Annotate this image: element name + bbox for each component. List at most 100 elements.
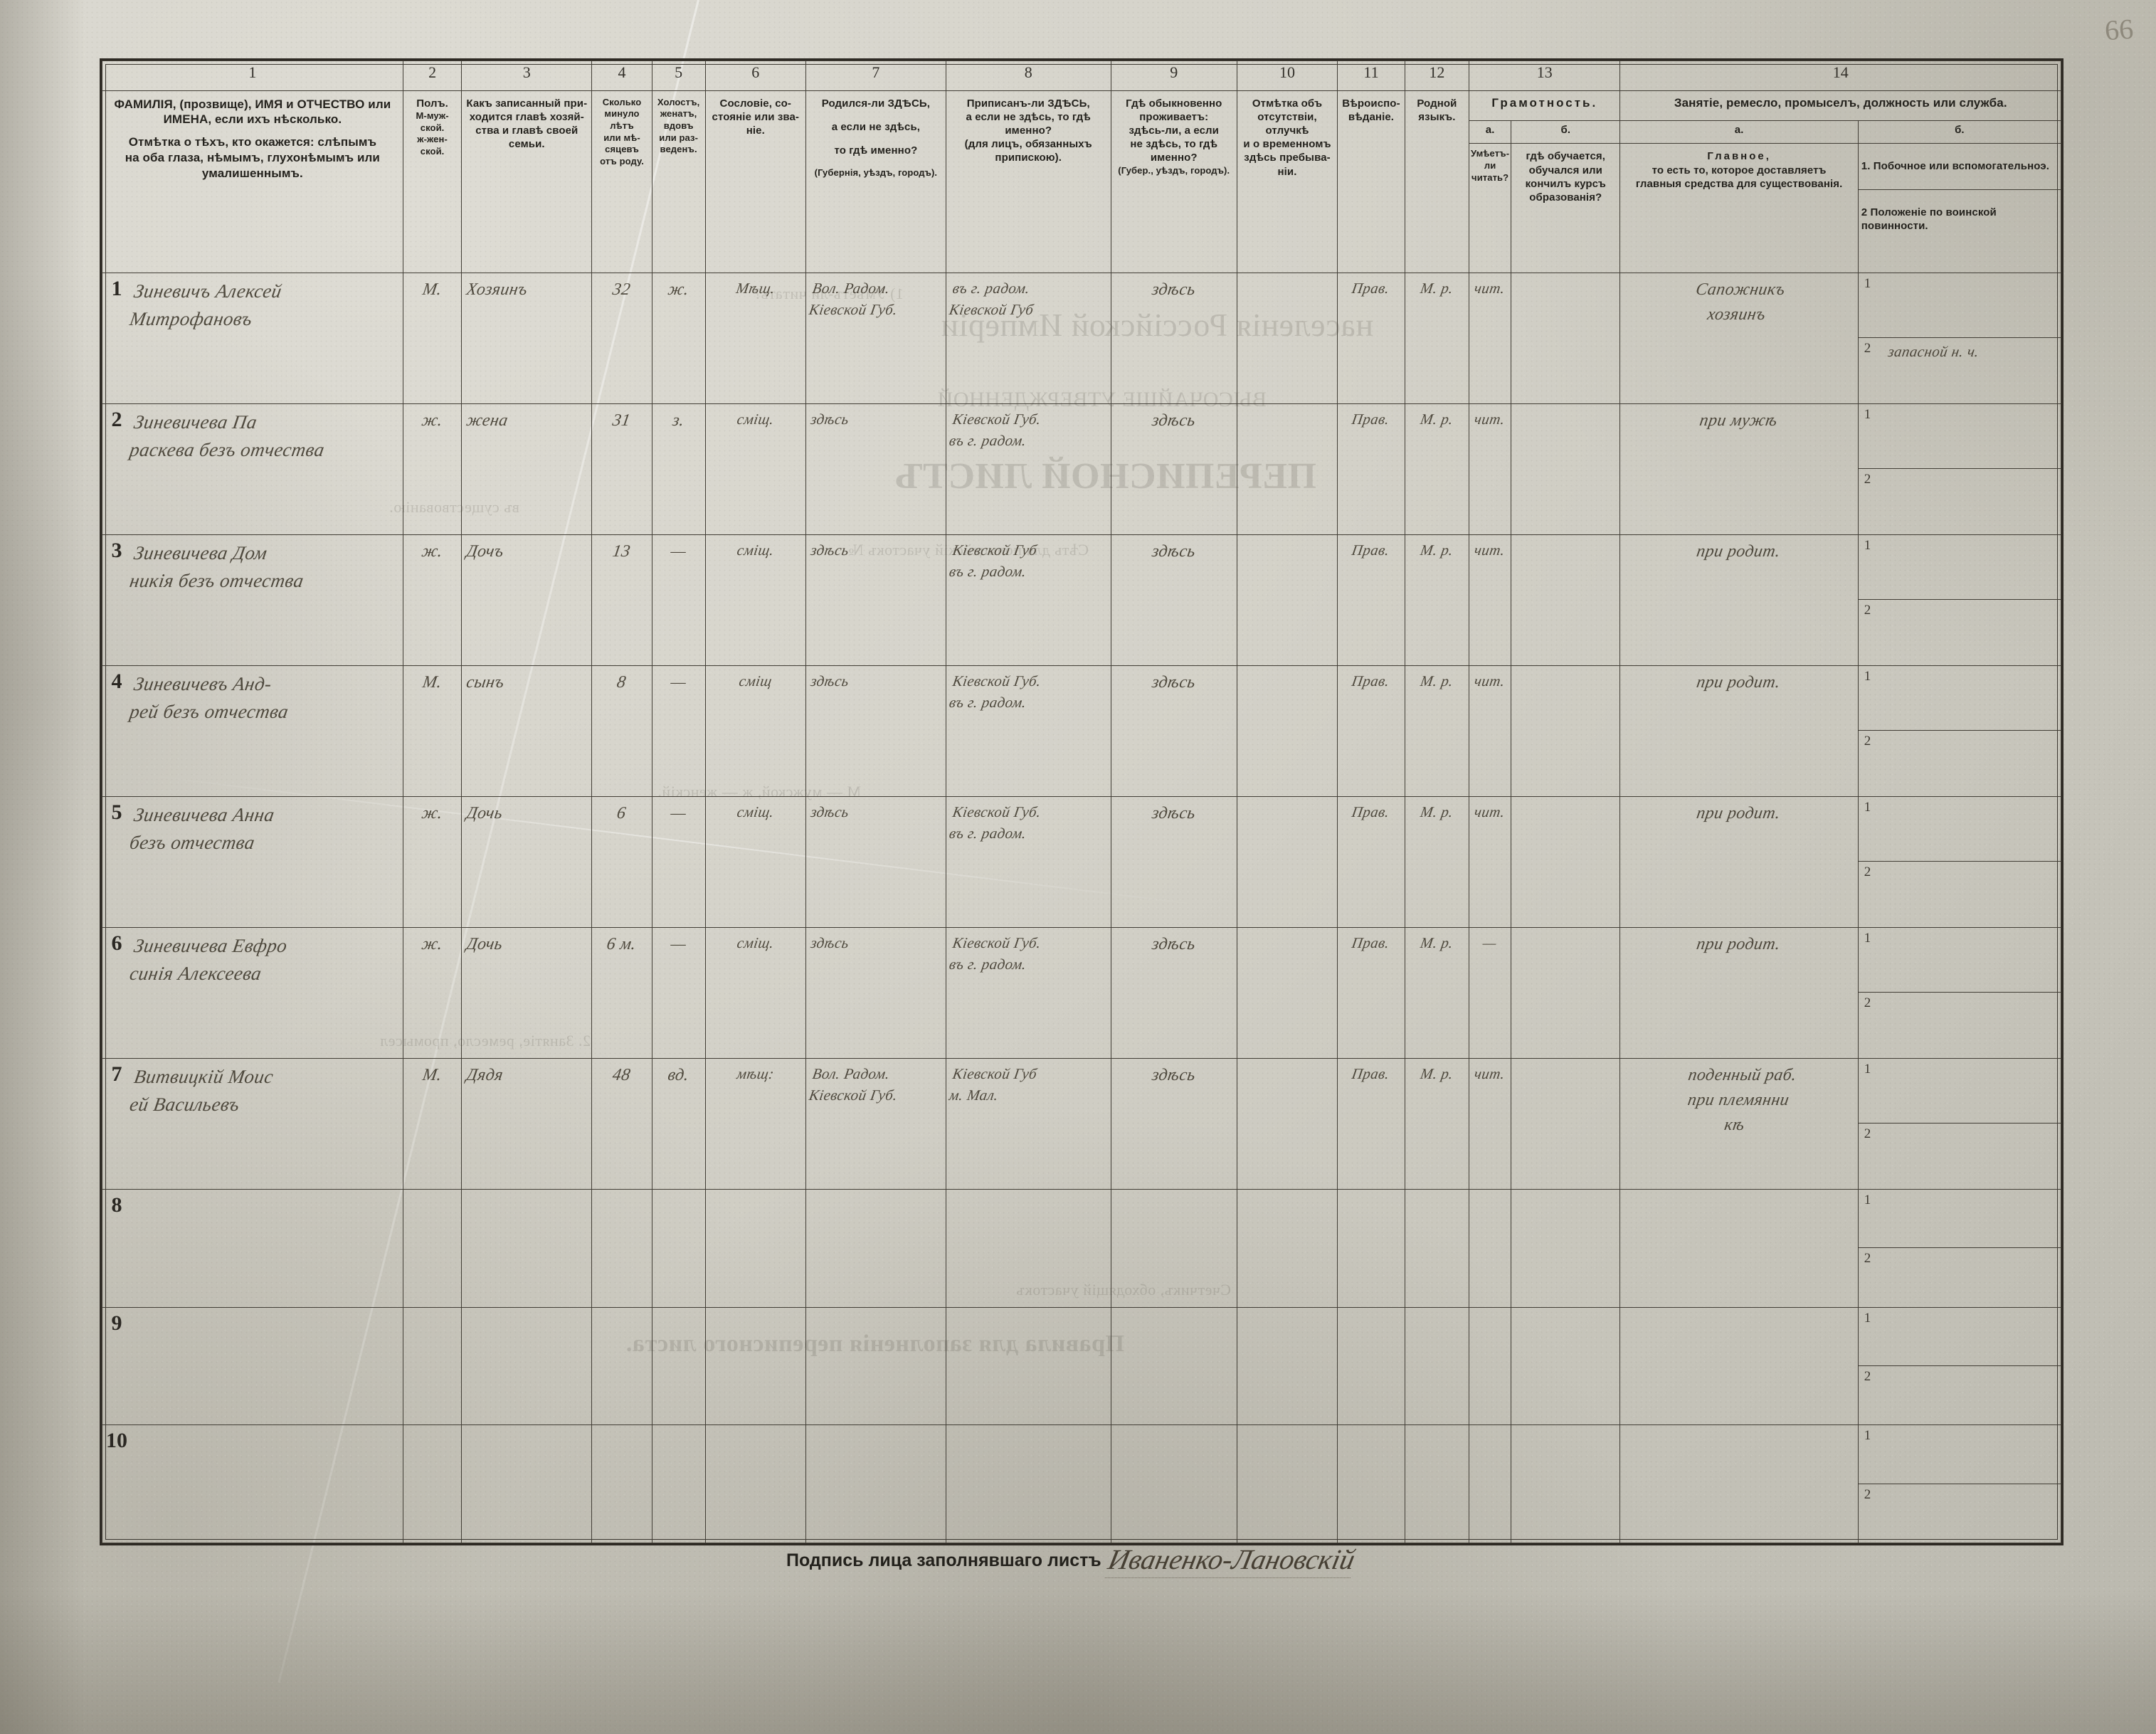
cell-occupation-main[interactable]: при мужѣ [1619, 403, 1859, 535]
cell-name[interactable]: 3 Зиневичева Дом никія безъ отчества [102, 534, 403, 666]
cell-language[interactable]: М. р. [1404, 534, 1470, 666]
cell-name[interactable]: 1 Зиневичъ Алексей Митрофановъ [102, 272, 403, 404]
cell-estate[interactable] [704, 1306, 807, 1426]
cell-estate[interactable]: сміщ. [704, 403, 807, 535]
cell-language[interactable]: М. р. [1404, 665, 1470, 797]
cell-absence[interactable] [1236, 1424, 1338, 1543]
cell-estate[interactable] [704, 1189, 807, 1308]
cell-residence[interactable]: здѣсь [1110, 534, 1237, 666]
cell-residence[interactable]: здѣсь [1110, 926, 1237, 1059]
cell-religion[interactable] [1337, 1189, 1405, 1308]
cell-literacy-b[interactable] [1511, 795, 1621, 928]
table-row[interactable]: 4 Зиневичевъ Анд- рей безъ отчества М. сынъ… [102, 665, 2062, 797]
cell-marital[interactable]: вд. [651, 1057, 706, 1190]
cell-estate[interactable] [704, 1424, 807, 1543]
cell-marital[interactable] [651, 1306, 706, 1426]
cell-literacy-a[interactable] [1469, 1306, 1512, 1426]
cell-residence[interactable]: здѣсь [1110, 403, 1237, 535]
cell-estate[interactable]: сміщ. [704, 795, 807, 928]
cell-occupation-main[interactable]: при родит. [1619, 926, 1859, 1059]
cell-occupation-main[interactable]: поденный раб. при племянни кѣ [1619, 1057, 1859, 1190]
cell-language[interactable] [1404, 1424, 1470, 1543]
cell-name[interactable]: 4 Зиневичевъ Анд- рей безъ отчества [102, 665, 403, 797]
cell-religion[interactable]: Прав. [1337, 272, 1405, 404]
cell-age[interactable]: 31 [591, 403, 652, 535]
cell-birthplace[interactable]: здѣсь [805, 534, 946, 666]
cell-literacy-b[interactable] [1511, 403, 1621, 535]
cell-marital[interactable]: — [651, 795, 706, 928]
cell-birthplace[interactable] [805, 1189, 946, 1308]
cell-name[interactable]: 7 Витвицкій Моис ей Васильевъ [102, 1057, 403, 1190]
cell-age[interactable] [591, 1424, 652, 1543]
cell-name[interactable]: 9 [102, 1306, 403, 1426]
cell-literacy-a[interactable] [1469, 1189, 1512, 1308]
cell-relation[interactable]: сынъ [461, 665, 593, 797]
cell-marital[interactable]: — [651, 665, 706, 797]
cell-relation[interactable]: жена [461, 403, 593, 535]
cell-registered[interactable]: Кіевской Губ м. Мал. [945, 1057, 1111, 1190]
cell-religion[interactable]: Прав. [1337, 534, 1405, 666]
cell-sex[interactable] [402, 1306, 463, 1426]
table-row[interactable]: 6 Зиневичева Евфро синія Алексеева ж. Дочь 6… [102, 926, 2062, 1059]
cell-absence[interactable] [1236, 1057, 1338, 1190]
cell-literacy-a[interactable]: чит. [1469, 534, 1512, 666]
cell-religion[interactable]: Прав. [1337, 926, 1405, 1059]
cell-sex[interactable]: ж. [402, 534, 463, 666]
cell-relation[interactable]: Дочь [461, 795, 593, 928]
cell-sex[interactable]: М. [402, 272, 463, 404]
cell-occupation-main[interactable] [1619, 1306, 1859, 1426]
cell-residence[interactable]: здѣсь [1110, 795, 1237, 928]
cell-name[interactable]: 10 [102, 1424, 403, 1543]
cell-occupation-main[interactable]: Сапожникъ хозяинъ [1619, 272, 1859, 404]
cell-marital[interactable]: — [651, 926, 706, 1059]
cell-age[interactable]: 6 [591, 795, 652, 928]
table-row[interactable]: 7 Витвицкій Моис ей Васильевъ М. Дядя 48 вд. м… [102, 1057, 2062, 1190]
cell-sex[interactable]: М. [402, 1057, 463, 1190]
cell-occupation-main[interactable] [1619, 1189, 1859, 1308]
cell-birthplace[interactable]: здѣсь [805, 403, 946, 535]
table-row[interactable]: 2 Зиневичева Па раскева безъ отчества ж. же… [102, 403, 2062, 535]
cell-marital[interactable]: з. [651, 403, 706, 535]
cell-sex[interactable]: ж. [402, 403, 463, 535]
cell-literacy-a[interactable] [1469, 1424, 1512, 1543]
cell-occupation-main[interactable]: при родит. [1619, 534, 1859, 666]
cell-marital[interactable]: ж. [651, 272, 706, 404]
cell-age[interactable]: 32 [591, 272, 652, 404]
cell-registered[interactable]: въ г. радом. Кіевской Губ [945, 272, 1111, 404]
cell-language[interactable]: М. р. [1404, 272, 1470, 404]
cell-absence[interactable] [1236, 403, 1338, 535]
cell-literacy-b[interactable] [1511, 665, 1621, 797]
cell-sex[interactable] [402, 1189, 463, 1308]
cell-language[interactable]: М. р. [1404, 795, 1470, 928]
cell-absence[interactable] [1236, 926, 1338, 1059]
cell-residence[interactable]: здѣсь [1110, 1057, 1237, 1190]
cell-literacy-a[interactable]: — [1469, 926, 1512, 1059]
signature-handwritten[interactable]: Иваненко-Лановскій [1104, 1543, 1358, 1578]
cell-religion[interactable]: Прав. [1337, 665, 1405, 797]
cell-age[interactable] [591, 1189, 652, 1308]
cell-estate[interactable]: сміщ. [704, 926, 807, 1059]
cell-birthplace[interactable]: здѣсь [805, 795, 946, 928]
cell-age[interactable] [591, 1306, 652, 1426]
cell-sex[interactable] [402, 1424, 463, 1543]
cell-language[interactable]: М. р. [1404, 1057, 1470, 1190]
cell-religion[interactable] [1337, 1424, 1405, 1543]
cell-literacy-a[interactable]: чит. [1469, 403, 1512, 535]
cell-absence[interactable] [1236, 665, 1338, 797]
cell-relation[interactable]: Дядя [461, 1057, 593, 1190]
cell-religion[interactable]: Прав. [1337, 403, 1405, 535]
cell-sex[interactable]: М. [402, 665, 463, 797]
table-row[interactable]: 3 Зиневичева Дом никія безъ отчества ж. Доч… [102, 534, 2062, 666]
cell-estate[interactable]: Мѣщ. [704, 272, 807, 404]
table-row[interactable]: 10 1 2 [102, 1424, 2062, 1543]
